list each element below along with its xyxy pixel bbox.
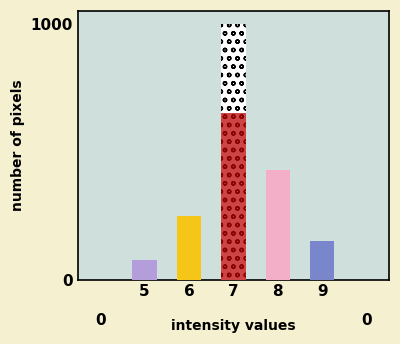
Bar bbox=[177, 216, 201, 280]
Bar bbox=[266, 170, 290, 280]
Bar bbox=[221, 114, 246, 280]
Y-axis label: number of pixels: number of pixels bbox=[11, 79, 25, 211]
X-axis label: intensity values: intensity values bbox=[171, 319, 296, 333]
Bar bbox=[221, 24, 246, 114]
Text: 0: 0 bbox=[361, 313, 372, 328]
Bar bbox=[221, 114, 246, 280]
Text: 0: 0 bbox=[95, 313, 106, 328]
Bar bbox=[221, 24, 246, 114]
Bar bbox=[132, 260, 157, 280]
Bar bbox=[310, 241, 334, 280]
